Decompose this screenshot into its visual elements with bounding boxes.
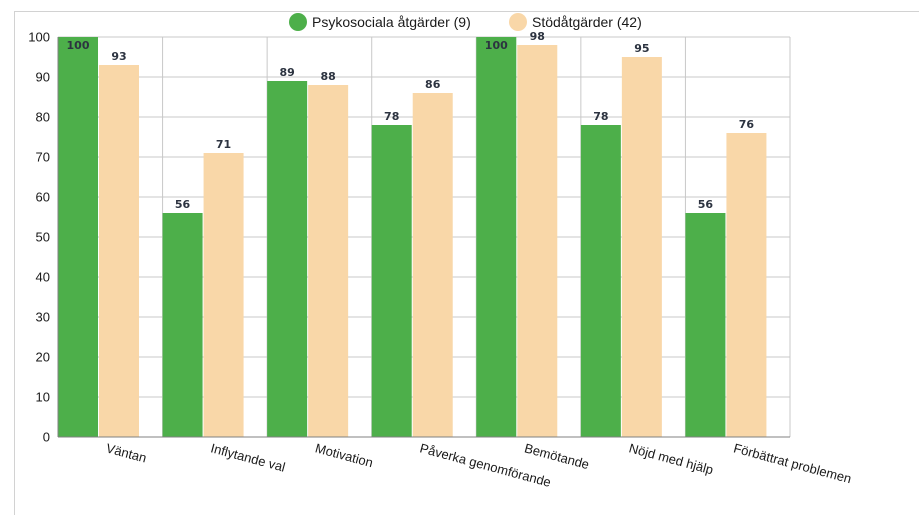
- bar: [580, 125, 621, 437]
- bar: [308, 85, 349, 437]
- bar: [267, 81, 308, 437]
- bar: [476, 37, 517, 437]
- data-label: 98: [530, 30, 545, 43]
- legend-label: Psykosociala åtgärder (9): [312, 14, 471, 30]
- x-tick-label: Inflytande val: [209, 440, 287, 474]
- x-tick-label: Motivation: [314, 440, 375, 470]
- y-tick-label: 90: [36, 70, 50, 85]
- data-label: 78: [593, 110, 608, 123]
- legend-swatch: [289, 13, 307, 31]
- data-label: 76: [739, 118, 755, 131]
- data-label: 95: [634, 42, 649, 55]
- y-tick-label: 30: [36, 310, 50, 325]
- x-tick-label: Bemötande: [523, 440, 591, 472]
- data-label: 100: [67, 39, 90, 52]
- data-label: 56: [175, 198, 191, 211]
- chart-frame: [14, 11, 919, 515]
- bar: [517, 45, 558, 437]
- y-tick-label: 0: [43, 430, 50, 445]
- data-label: 89: [279, 66, 294, 79]
- y-tick-label: 60: [36, 190, 50, 205]
- bar: [203, 153, 244, 437]
- bars-layer: [58, 37, 767, 437]
- y-tick-label: 70: [36, 150, 50, 165]
- legend-label: Stödåtgärder (42): [532, 14, 642, 30]
- legend-item: Psykosociala åtgärder (9): [289, 13, 471, 31]
- y-tick-label: 40: [36, 270, 50, 285]
- x-tick-label: Väntan: [105, 440, 149, 465]
- x-tick-label: Förbättrat problemen: [732, 440, 853, 486]
- data-label: 88: [320, 70, 335, 83]
- bar: [685, 213, 726, 437]
- data-label: 86: [425, 78, 441, 91]
- legend: Psykosociala åtgärder (9) Stödåtgärder (4…: [289, 13, 642, 31]
- bar: [412, 93, 453, 437]
- bar: [162, 213, 203, 437]
- bar: [371, 125, 412, 437]
- data-label: 71: [216, 138, 231, 151]
- data-labels-layer: 100 93 56 71 89 88 78 86 100 98 78 95 56 76: [67, 30, 755, 211]
- legend-swatch: [509, 13, 527, 31]
- bar: [621, 57, 662, 437]
- data-label: 100: [485, 39, 508, 52]
- data-label: 78: [384, 110, 399, 123]
- y-tick-label: 20: [36, 350, 50, 365]
- x-tick-label: Nöjd med hjälp: [627, 440, 715, 477]
- y-tick-label: 50: [36, 230, 50, 245]
- data-label: 93: [111, 50, 126, 63]
- bar: [58, 37, 98, 437]
- y-tick-label: 100: [28, 30, 50, 45]
- bar: [726, 133, 767, 437]
- y-tick-label: 10: [36, 390, 50, 405]
- bar: [99, 65, 139, 437]
- data-label: 56: [698, 198, 714, 211]
- legend-item: Stödåtgärder (42): [509, 13, 642, 31]
- y-tick-label: 80: [36, 110, 50, 125]
